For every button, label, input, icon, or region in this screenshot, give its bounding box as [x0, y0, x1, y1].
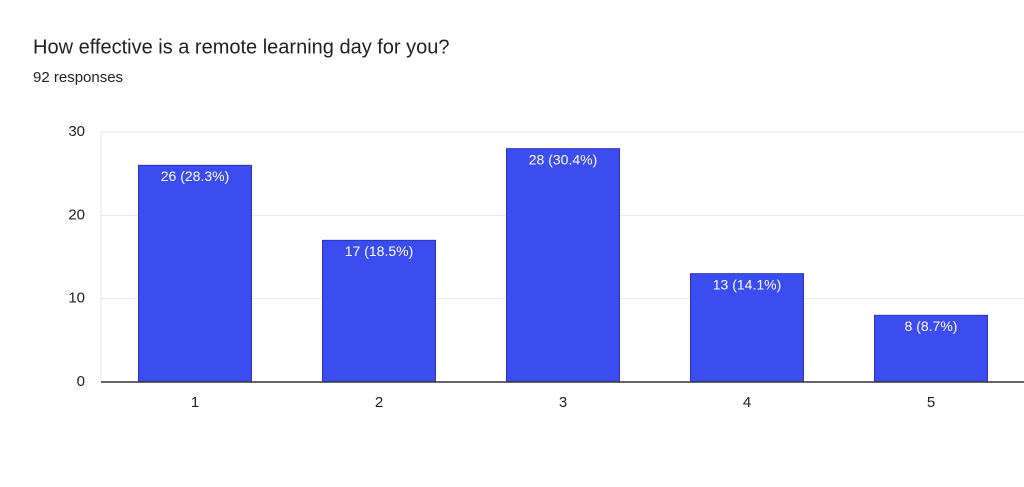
- y-tick-label: 20: [68, 206, 85, 223]
- bar: [690, 273, 804, 383]
- bar: [322, 239, 436, 383]
- bar: [138, 164, 252, 383]
- chart-title: How effective is a remote learning day f…: [33, 36, 450, 58]
- value-label: 17 (18.5%): [345, 243, 413, 259]
- x-tick-label: 1: [191, 394, 199, 411]
- y-tick-label: 30: [68, 123, 85, 140]
- x-tick-label: 5: [927, 394, 935, 411]
- bar: [506, 148, 620, 383]
- chart-subtitle: 92 responses: [33, 69, 123, 86]
- x-tick-label: 4: [743, 394, 751, 411]
- value-label: 28 (30.4%): [529, 151, 597, 167]
- value-label: 13 (14.1%): [713, 276, 781, 292]
- value-label: 26 (28.3%): [161, 168, 229, 184]
- x-tick-label: 3: [559, 394, 567, 411]
- y-tick-label: 10: [68, 290, 85, 307]
- value-label: 8 (8.7%): [905, 318, 958, 334]
- x-tick-label: 2: [375, 394, 383, 411]
- y-tick-label: 0: [77, 373, 85, 390]
